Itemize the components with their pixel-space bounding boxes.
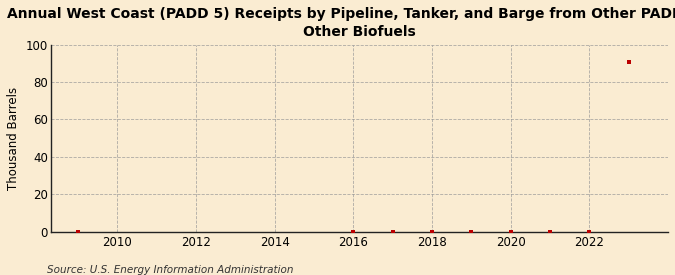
Point [73, 229, 84, 234]
Point [33, 229, 44, 234]
Y-axis label: Thousand Barrels: Thousand Barrels [7, 87, 20, 190]
Point [387, 229, 398, 234]
Point [545, 229, 556, 234]
Point [584, 229, 595, 234]
Point [466, 229, 477, 234]
Title: Annual West Coast (PADD 5) Receipts by Pipeline, Tanker, and Barge from Other PA: Annual West Coast (PADD 5) Receipts by P… [7, 7, 675, 39]
Text: Source: U.S. Energy Information Administration: Source: U.S. Energy Information Administ… [47, 265, 294, 275]
Point [623, 59, 634, 64]
Point [427, 229, 437, 234]
Point [348, 229, 359, 234]
Point [506, 229, 516, 234]
